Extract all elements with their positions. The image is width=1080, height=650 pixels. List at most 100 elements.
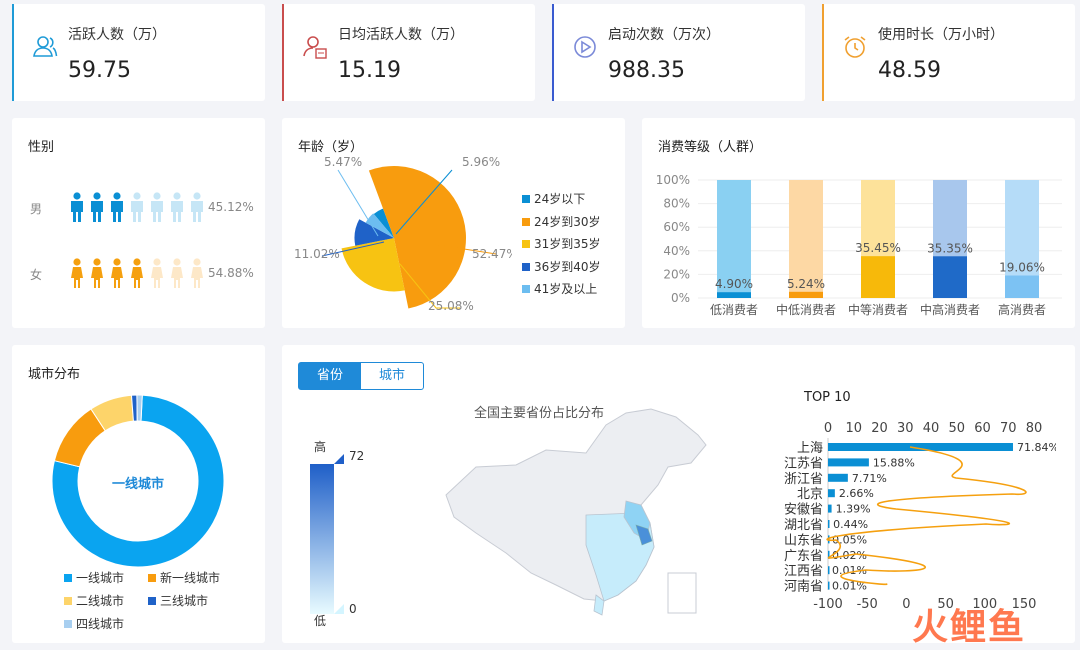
category-label: 山东省 bbox=[784, 533, 823, 548]
female-person-icon bbox=[151, 258, 163, 288]
bar[interactable] bbox=[828, 566, 830, 575]
male-person-icon bbox=[131, 192, 143, 222]
y-tick-label: 0% bbox=[671, 291, 690, 305]
female-person-icon bbox=[111, 258, 123, 288]
top-axis-tick: 20 bbox=[871, 421, 888, 436]
bar[interactable] bbox=[861, 256, 895, 298]
bar[interactable] bbox=[828, 535, 830, 544]
kpi-label: 使用时长（万小时） bbox=[878, 27, 1004, 43]
age-legend: 24岁以下 24岁到30岁 31岁到35岁 36岁到40岁 41岁及以上 bbox=[522, 188, 601, 301]
donut-slice[interactable] bbox=[51, 394, 225, 568]
age-card: 年龄（岁） 5.47% 5.96% 11.02% 52.47% 25.08% 24岁以下… bbox=[282, 118, 625, 328]
bar[interactable] bbox=[828, 489, 835, 498]
bar[interactable] bbox=[828, 581, 830, 590]
gender-label-male: 男 bbox=[30, 202, 43, 216]
kpi-card-usage-time: 使用时长（万小时） 48.59 bbox=[822, 4, 1075, 101]
x-tick-label: 高消费者 bbox=[998, 302, 1046, 317]
top-axis-tick: 10 bbox=[845, 421, 862, 436]
kpi-card-active-users: 活跃人数（万） 59.75 bbox=[12, 4, 265, 101]
age-rose-slice[interactable] bbox=[341, 238, 405, 292]
bar[interactable] bbox=[828, 504, 832, 513]
bottom-axis-tick: 50 bbox=[937, 597, 954, 612]
bar-data-label: 7.71% bbox=[852, 472, 887, 485]
top10-bar-chart: 0 10 20 30 40 50 60 70 80 上海 71.84% 江苏省 15.88% 浙江省 7.7… bbox=[784, 421, 1056, 612]
scale-high-label: 高 bbox=[314, 440, 327, 454]
age-rose-slice[interactable] bbox=[354, 219, 394, 246]
kpi-card-daily-active: 日均活跃人数（万） 15.19 bbox=[282, 4, 535, 101]
female-person-icon bbox=[71, 258, 83, 288]
alarm-clock-icon bbox=[844, 36, 866, 58]
category-label: 北京 bbox=[797, 487, 823, 502]
city-center-label: 一线城市 bbox=[111, 477, 164, 492]
y-tick-label: 80% bbox=[663, 197, 690, 211]
category-label: 江苏省 bbox=[784, 455, 823, 471]
city-donut-chart bbox=[51, 394, 225, 568]
gender-pct-male: 45.12% bbox=[208, 200, 254, 214]
bottom-axis-tick: 0 bbox=[902, 597, 910, 612]
kpi-value: 988.35 bbox=[608, 58, 685, 83]
city-legend-item[interactable]: 二线城市 bbox=[64, 592, 148, 609]
bottom-axis-tick: -50 bbox=[857, 597, 878, 612]
donut-slice[interactable] bbox=[136, 394, 143, 422]
map-title: 全国主要省份占比分布 bbox=[474, 406, 605, 421]
scale-bottom-handle[interactable] bbox=[334, 604, 344, 614]
city-card: 城市分布 一线城市 一线城市 新一线城市二线城市 三线城市四线城市 bbox=[12, 345, 265, 643]
kpi-label: 启动次数（万次） bbox=[608, 27, 720, 43]
tab-province[interactable]: 省份 bbox=[298, 362, 362, 390]
age-legend-item[interactable]: 31岁到35岁 bbox=[522, 233, 601, 256]
tab-city[interactable]: 城市 bbox=[360, 362, 424, 390]
bar[interactable] bbox=[828, 550, 830, 559]
scale-low-label: 低 bbox=[314, 614, 327, 628]
visual-map-scale[interactable] bbox=[306, 448, 346, 618]
bottom-axis-tick: -100 bbox=[813, 597, 843, 612]
x-tick-label: 中高消费者 bbox=[920, 302, 980, 317]
bar[interactable] bbox=[828, 520, 830, 528]
city-legend-item[interactable]: 三线城市 bbox=[148, 592, 248, 609]
map-card bbox=[282, 345, 1075, 643]
bar[interactable] bbox=[828, 473, 848, 482]
category-label: 安徽省 bbox=[784, 503, 823, 518]
bar[interactable] bbox=[933, 256, 967, 298]
bar-data-label: 35.45% bbox=[855, 241, 901, 255]
city-legend: 一线城市 新一线城市二线城市 三线城市四线城市 bbox=[64, 569, 264, 638]
male-person-icon bbox=[191, 192, 203, 222]
age-legend-item[interactable]: 24岁以下 bbox=[522, 188, 601, 211]
age-legend-item[interactable]: 41岁及以上 bbox=[522, 278, 601, 301]
bar[interactable] bbox=[828, 458, 869, 467]
city-legend-item[interactable]: 新一线城市 bbox=[148, 569, 248, 586]
bar[interactable] bbox=[1005, 275, 1039, 298]
play-icon bbox=[574, 36, 596, 58]
bar-data-label: 0.05% bbox=[832, 533, 867, 546]
age-rose-slice[interactable] bbox=[373, 208, 394, 238]
bar[interactable] bbox=[789, 291, 823, 298]
bar-data-label: 0.44% bbox=[833, 518, 868, 531]
kpi-value: 15.19 bbox=[338, 58, 401, 83]
bar[interactable] bbox=[828, 443, 1013, 451]
bar-data-label: 0.01% bbox=[832, 580, 867, 593]
male-person-icon bbox=[111, 192, 123, 222]
overlay-line bbox=[826, 446, 1027, 586]
age-legend-item[interactable]: 36岁到40岁 bbox=[522, 256, 601, 279]
kpi-value: 48.59 bbox=[878, 58, 941, 83]
bar-data-label: 19.06% bbox=[999, 261, 1045, 275]
age-rose-slice[interactable] bbox=[365, 213, 394, 238]
age-legend-item[interactable]: 24岁到30岁 bbox=[522, 211, 601, 234]
scale-top-handle[interactable] bbox=[334, 454, 344, 464]
category-label: 广东省 bbox=[784, 549, 823, 564]
bar[interactable] bbox=[717, 292, 751, 298]
bar-background bbox=[789, 180, 823, 298]
city-legend-item[interactable]: 四线城市 bbox=[64, 615, 148, 632]
gender-pct-female: 54.88% bbox=[208, 266, 254, 280]
age-rose-slice[interactable] bbox=[368, 166, 466, 309]
y-tick-label: 60% bbox=[663, 220, 690, 234]
age-slice-label: 25.08% bbox=[428, 299, 474, 313]
china-map bbox=[445, 408, 707, 616]
male-person-icon bbox=[171, 192, 183, 222]
city-legend-item[interactable]: 一线城市 bbox=[64, 569, 148, 586]
bar-data-label: 2.66% bbox=[839, 487, 874, 500]
category-label: 浙江省 bbox=[784, 472, 823, 487]
bar-data-label: 35.35% bbox=[927, 241, 973, 255]
female-person-icon bbox=[131, 258, 143, 288]
bar-data-label: 1.39% bbox=[836, 503, 871, 516]
x-tick-label: 中等消费者 bbox=[848, 302, 908, 317]
